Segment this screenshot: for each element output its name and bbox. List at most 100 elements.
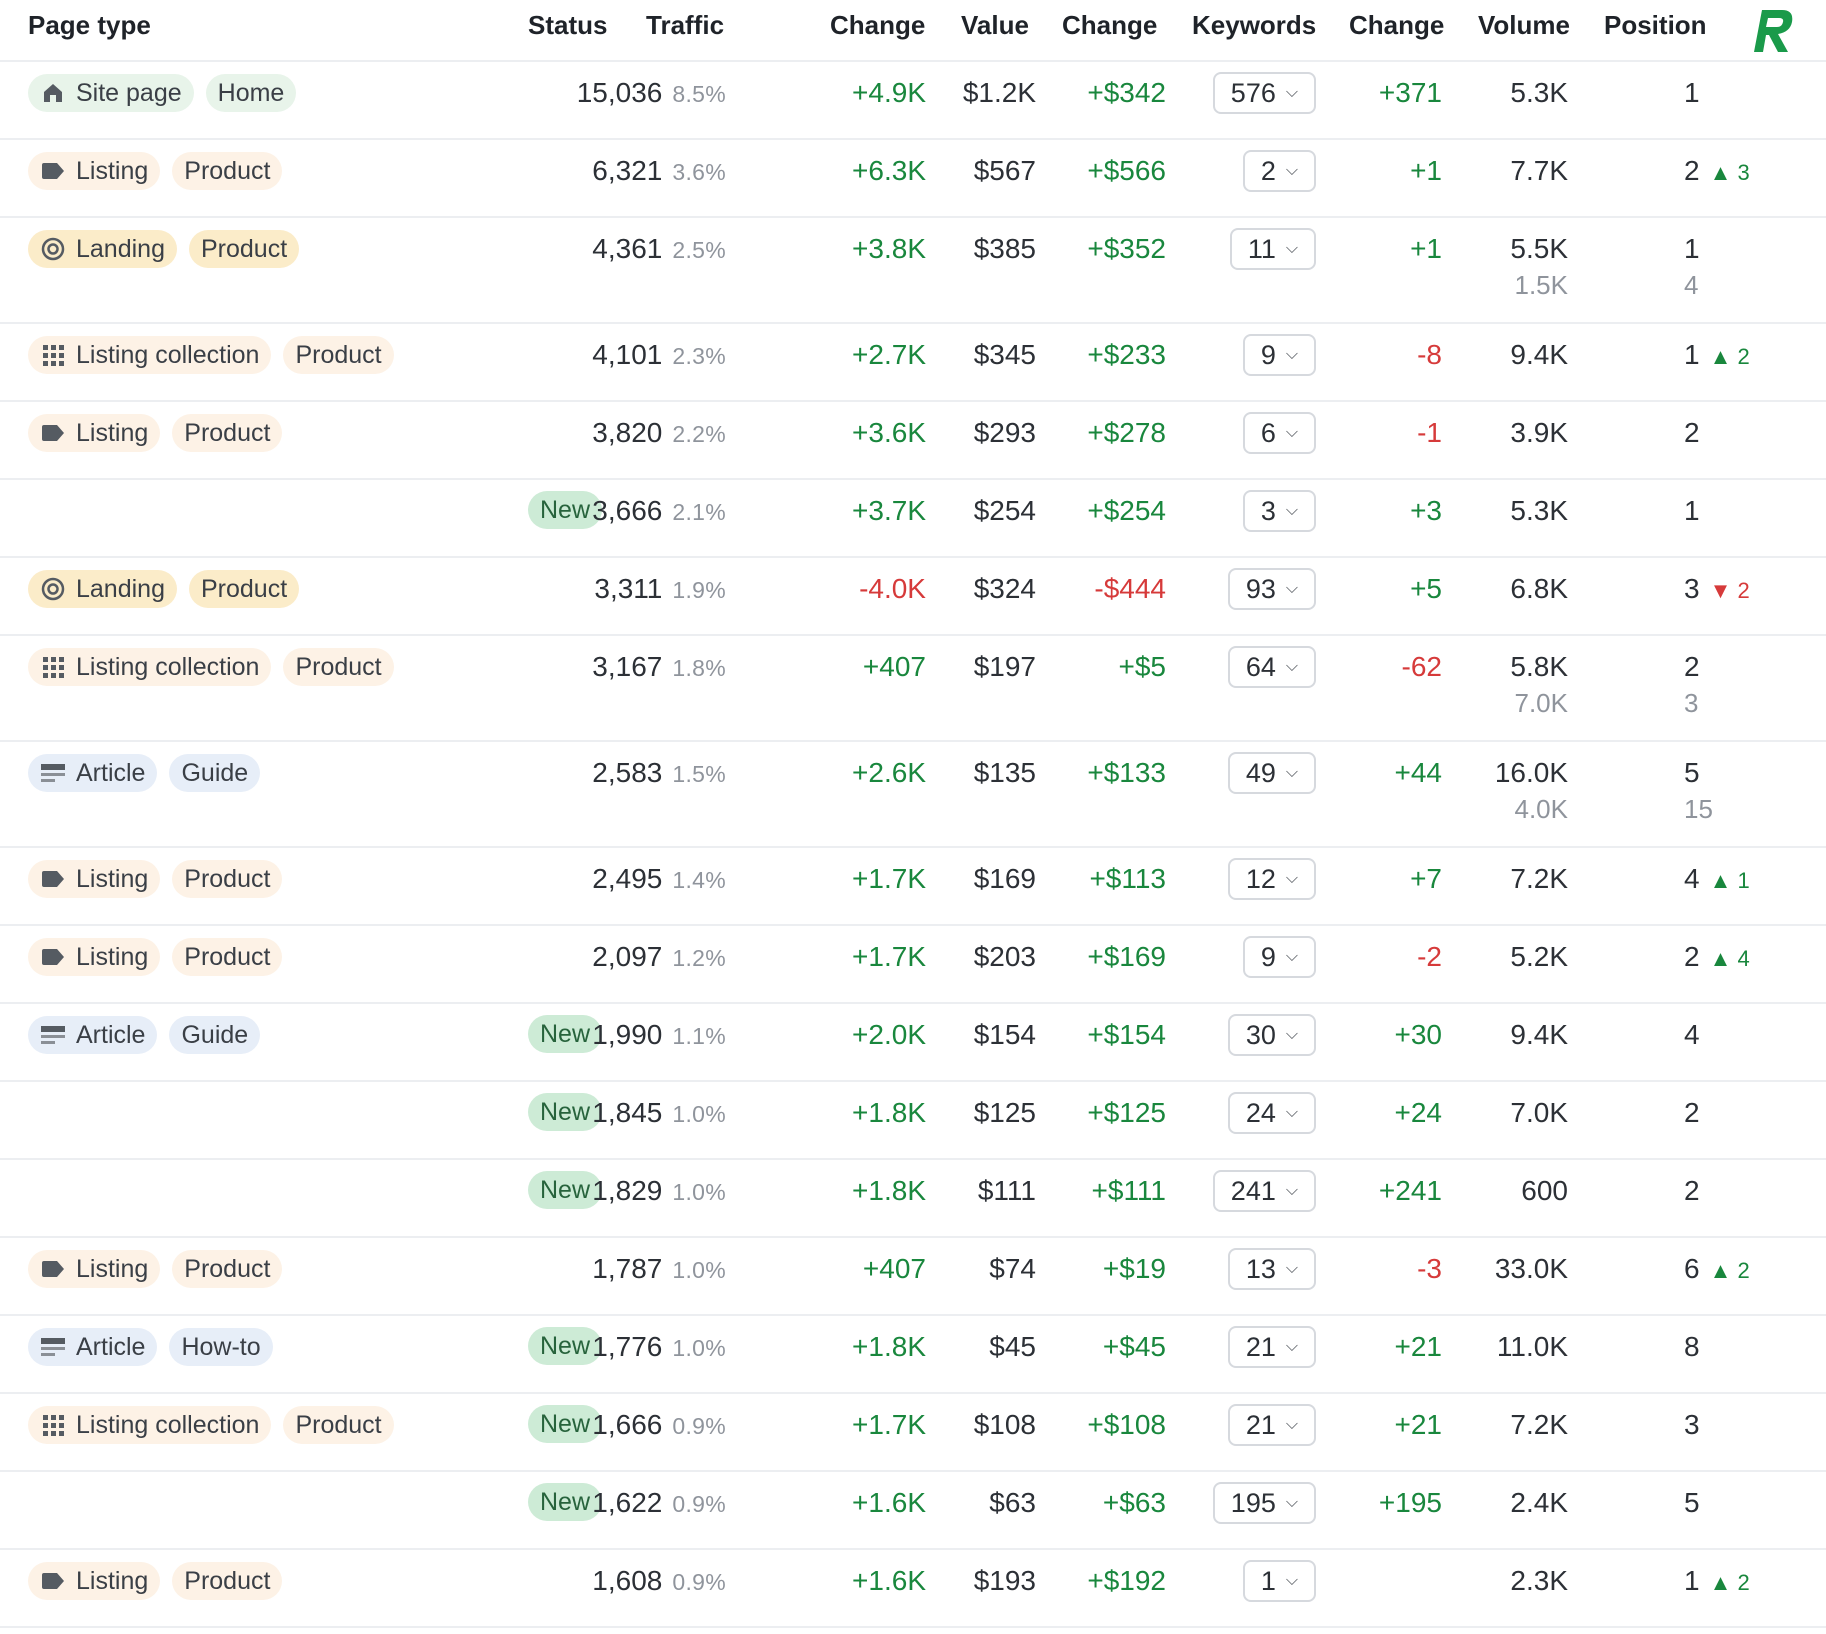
table-row[interactable]: Listing Product 2,495 1.4% +1.7K $169 +$113 12 ⌵… (0, 846, 1826, 926)
page-type-tag[interactable]: Landing (28, 570, 177, 608)
keywords-dropdown[interactable]: 12 ⌵ (1227, 858, 1316, 900)
page-subtype-tag[interactable]: Guide (169, 1016, 261, 1054)
page-subtype-tag[interactable]: Product (283, 1406, 394, 1444)
page-type-tag[interactable]: Listing (28, 938, 161, 976)
keywords-dropdown[interactable]: 93 ⌵ (1227, 568, 1316, 610)
keywords-dropdown[interactable]: 21 ⌵ (1227, 1404, 1316, 1446)
table-row[interactable]: Landing Product 4,361 2.5% +3.8K $385 +$352 11 ⌵… (0, 216, 1826, 324)
col-page-type[interactable]: Page type (28, 10, 151, 40)
page-type-tag[interactable]: Listing (28, 1562, 161, 1600)
page-type-tag[interactable]: Article (28, 754, 158, 792)
table-row[interactable]: Listing Product 1,787 1.0% +407 $74 +$19 13 ⌵ -3 3… (0, 1236, 1826, 1316)
table-row[interactable]: Article Guide New 1,990 1.1% +2.0K $154 +$154 30… (0, 1002, 1826, 1082)
keywords-dropdown[interactable]: 195 ⌵ (1212, 1482, 1316, 1524)
table-row[interactable]: Site page Home 15,036 8.5% +4.9K $1.2K +$342 57… (0, 60, 1826, 140)
col-position[interactable]: Position (1604, 10, 1707, 40)
volume-value: 3.9K (1510, 417, 1568, 448)
table-row[interactable]: Listing Product 1,608 0.9% +1.6K $193 +$192 1 ⌵ 2… (0, 1548, 1826, 1628)
page-subtype-tag[interactable]: Guide (169, 754, 261, 792)
page-subtype-tag[interactable]: Product (188, 570, 300, 608)
chevron-down-icon: ⌵ (1285, 1572, 1298, 1589)
keywords-dropdown[interactable]: 1 ⌵ (1242, 1560, 1316, 1602)
page-type-label: Landing (76, 574, 165, 603)
keywords-count: 24 (1245, 1097, 1276, 1128)
page-subtype-tag[interactable]: Product (172, 860, 283, 898)
page-type-tag[interactable]: Listing (28, 1250, 161, 1288)
position-cell: 2 (1684, 651, 1700, 683)
table-row[interactable]: Listing Product 6,321 3.6% +6.3K $567 +$566 2 ⌵ +… (0, 138, 1826, 218)
keywords-dropdown[interactable]: 64 ⌵ (1227, 646, 1316, 688)
chevron-down-icon: ⌵ (1285, 1104, 1298, 1121)
keywords-dropdown[interactable]: 9 ⌵ (1242, 334, 1316, 376)
col-keywords-change[interactable]: Change (1349, 10, 1445, 40)
keywords-dropdown[interactable]: 21 ⌵ (1227, 1326, 1316, 1368)
table-row[interactable]: Landing Product 3,311 1.9% -4.0K $324 -$444 93 ⌵… (0, 556, 1826, 636)
page-subtype-tag[interactable]: How-to (169, 1328, 273, 1366)
page-type-tag[interactable]: Site page (28, 74, 194, 112)
table-row[interactable]: New 1,622 0.9% +1.6K $63 +$63 195 ⌵ +195 2.4K 5 (0, 1470, 1826, 1550)
position-value: 5 (1684, 757, 1700, 788)
traffic-cell: 1,666 0.9% (592, 1409, 726, 1441)
col-value-change[interactable]: Change (1062, 10, 1158, 40)
table-row[interactable]: New 1,829 1.0% +1.8K $111 +$111 241 ⌵ +241 600 2 (0, 1158, 1826, 1238)
keywords-dropdown[interactable]: 3 ⌵ (1242, 490, 1316, 532)
traffic-share: 1.8% (672, 655, 726, 681)
keywords-dropdown[interactable]: 30 ⌵ (1227, 1014, 1316, 1056)
page-subtype-tag[interactable]: Home (205, 74, 297, 112)
page-subtype-tag[interactable]: Product (188, 230, 300, 268)
col-value[interactable]: Value (961, 10, 1029, 40)
page-subtype-label: Product (200, 574, 288, 603)
page-type-tags: Listing collection Product (28, 336, 394, 374)
page-type-tag[interactable]: Listing collection (28, 648, 272, 686)
page-type-tag[interactable]: Article (28, 1016, 158, 1054)
table-row[interactable]: Listing Product 3,820 2.2% +3.6K $293 +$278 6 ⌵ -… (0, 400, 1826, 480)
table-row[interactable]: Article How-to New 1,776 1.0% +1.8K $45 +$45 21 ⌵… (0, 1314, 1826, 1394)
col-traffic[interactable]: Traffic (646, 10, 725, 40)
chevron-down-icon: ⌵ (1285, 240, 1298, 257)
keywords-dropdown[interactable]: 49 ⌵ (1227, 752, 1316, 794)
table-row[interactable]: New 3,666 2.1% +3.7K $254 +$254 3 ⌵ +3 5.3K 1 (0, 478, 1826, 558)
status-badge: New (528, 1327, 603, 1365)
page-type-tag[interactable]: Listing collection (28, 336, 272, 374)
page-subtype-tag[interactable]: Product (172, 414, 283, 452)
table-row[interactable]: Listing collection Product 3,167 1.8% +407 $1… (0, 634, 1826, 742)
table-row[interactable]: Listing collection Product 4,101 2.3% +2.7K $… (0, 322, 1826, 402)
table-row[interactable]: Listing Product 2,097 1.2% +1.7K $203 +$169 9 ⌵ -… (0, 924, 1826, 1004)
keywords-dropdown[interactable]: 6 ⌵ (1242, 412, 1316, 454)
page-subtype-tag[interactable]: Product (172, 938, 283, 976)
page-type-tag[interactable]: Article (28, 1328, 158, 1366)
page-subtype-tag[interactable]: Product (172, 1250, 283, 1288)
keywords-dropdown[interactable]: 9 ⌵ (1242, 936, 1316, 978)
keywords-dropdown[interactable]: 24 ⌵ (1227, 1092, 1316, 1134)
page-type-tag[interactable]: Listing (28, 152, 161, 190)
keywords-count: 195 (1230, 1487, 1276, 1518)
page-subtype-tag[interactable]: Product (172, 152, 283, 190)
col-traffic-change[interactable]: Change (830, 10, 926, 40)
table-row[interactable]: Article Guide 2,583 1.5% +2.6K $135 +$133 49 ⌵ +4… (0, 740, 1826, 848)
position-cell: 2 (1684, 1097, 1700, 1129)
keywords-dropdown[interactable]: 576 ⌵ (1212, 72, 1316, 114)
position-up-icon: ▲ 2 (1709, 1570, 1750, 1595)
page-subtype-tag[interactable]: Product (172, 1562, 283, 1600)
keywords-dropdown[interactable]: 13 ⌵ (1227, 1248, 1316, 1290)
page-subtype-tag[interactable]: Product (283, 336, 394, 374)
page-type-tag[interactable]: Listing (28, 860, 161, 898)
volume-value: 33.0K (1494, 1253, 1568, 1284)
page-type-tag[interactable]: Listing (28, 414, 161, 452)
col-keywords[interactable]: Keywords (1192, 10, 1317, 40)
keywords-dropdown[interactable]: 11 ⌵ (1229, 228, 1316, 270)
traffic-share: 8.5% (672, 81, 726, 107)
table-row[interactable]: Listing collection Product New 1,666 0.9% +1.… (0, 1392, 1826, 1472)
page-type-tag[interactable]: Listing collection (28, 1406, 272, 1444)
keywords-dropdown[interactable]: 2 ⌵ (1242, 150, 1316, 192)
table-row[interactable]: New 1,845 1.0% +1.8K $125 +$125 24 ⌵ +24 7.0K 2 (0, 1080, 1826, 1160)
page-subtype-tag[interactable]: Product (283, 648, 394, 686)
status-badge: New (528, 1405, 603, 1443)
col-status[interactable]: Status (528, 10, 608, 40)
col-volume[interactable]: Volume (1478, 10, 1570, 40)
article-icon (40, 760, 66, 786)
position-cell: 2 (1684, 417, 1700, 449)
position-delta: 1 (1737, 868, 1750, 893)
page-type-tag[interactable]: Landing (28, 230, 177, 268)
keywords-dropdown[interactable]: 241 ⌵ (1212, 1170, 1316, 1212)
